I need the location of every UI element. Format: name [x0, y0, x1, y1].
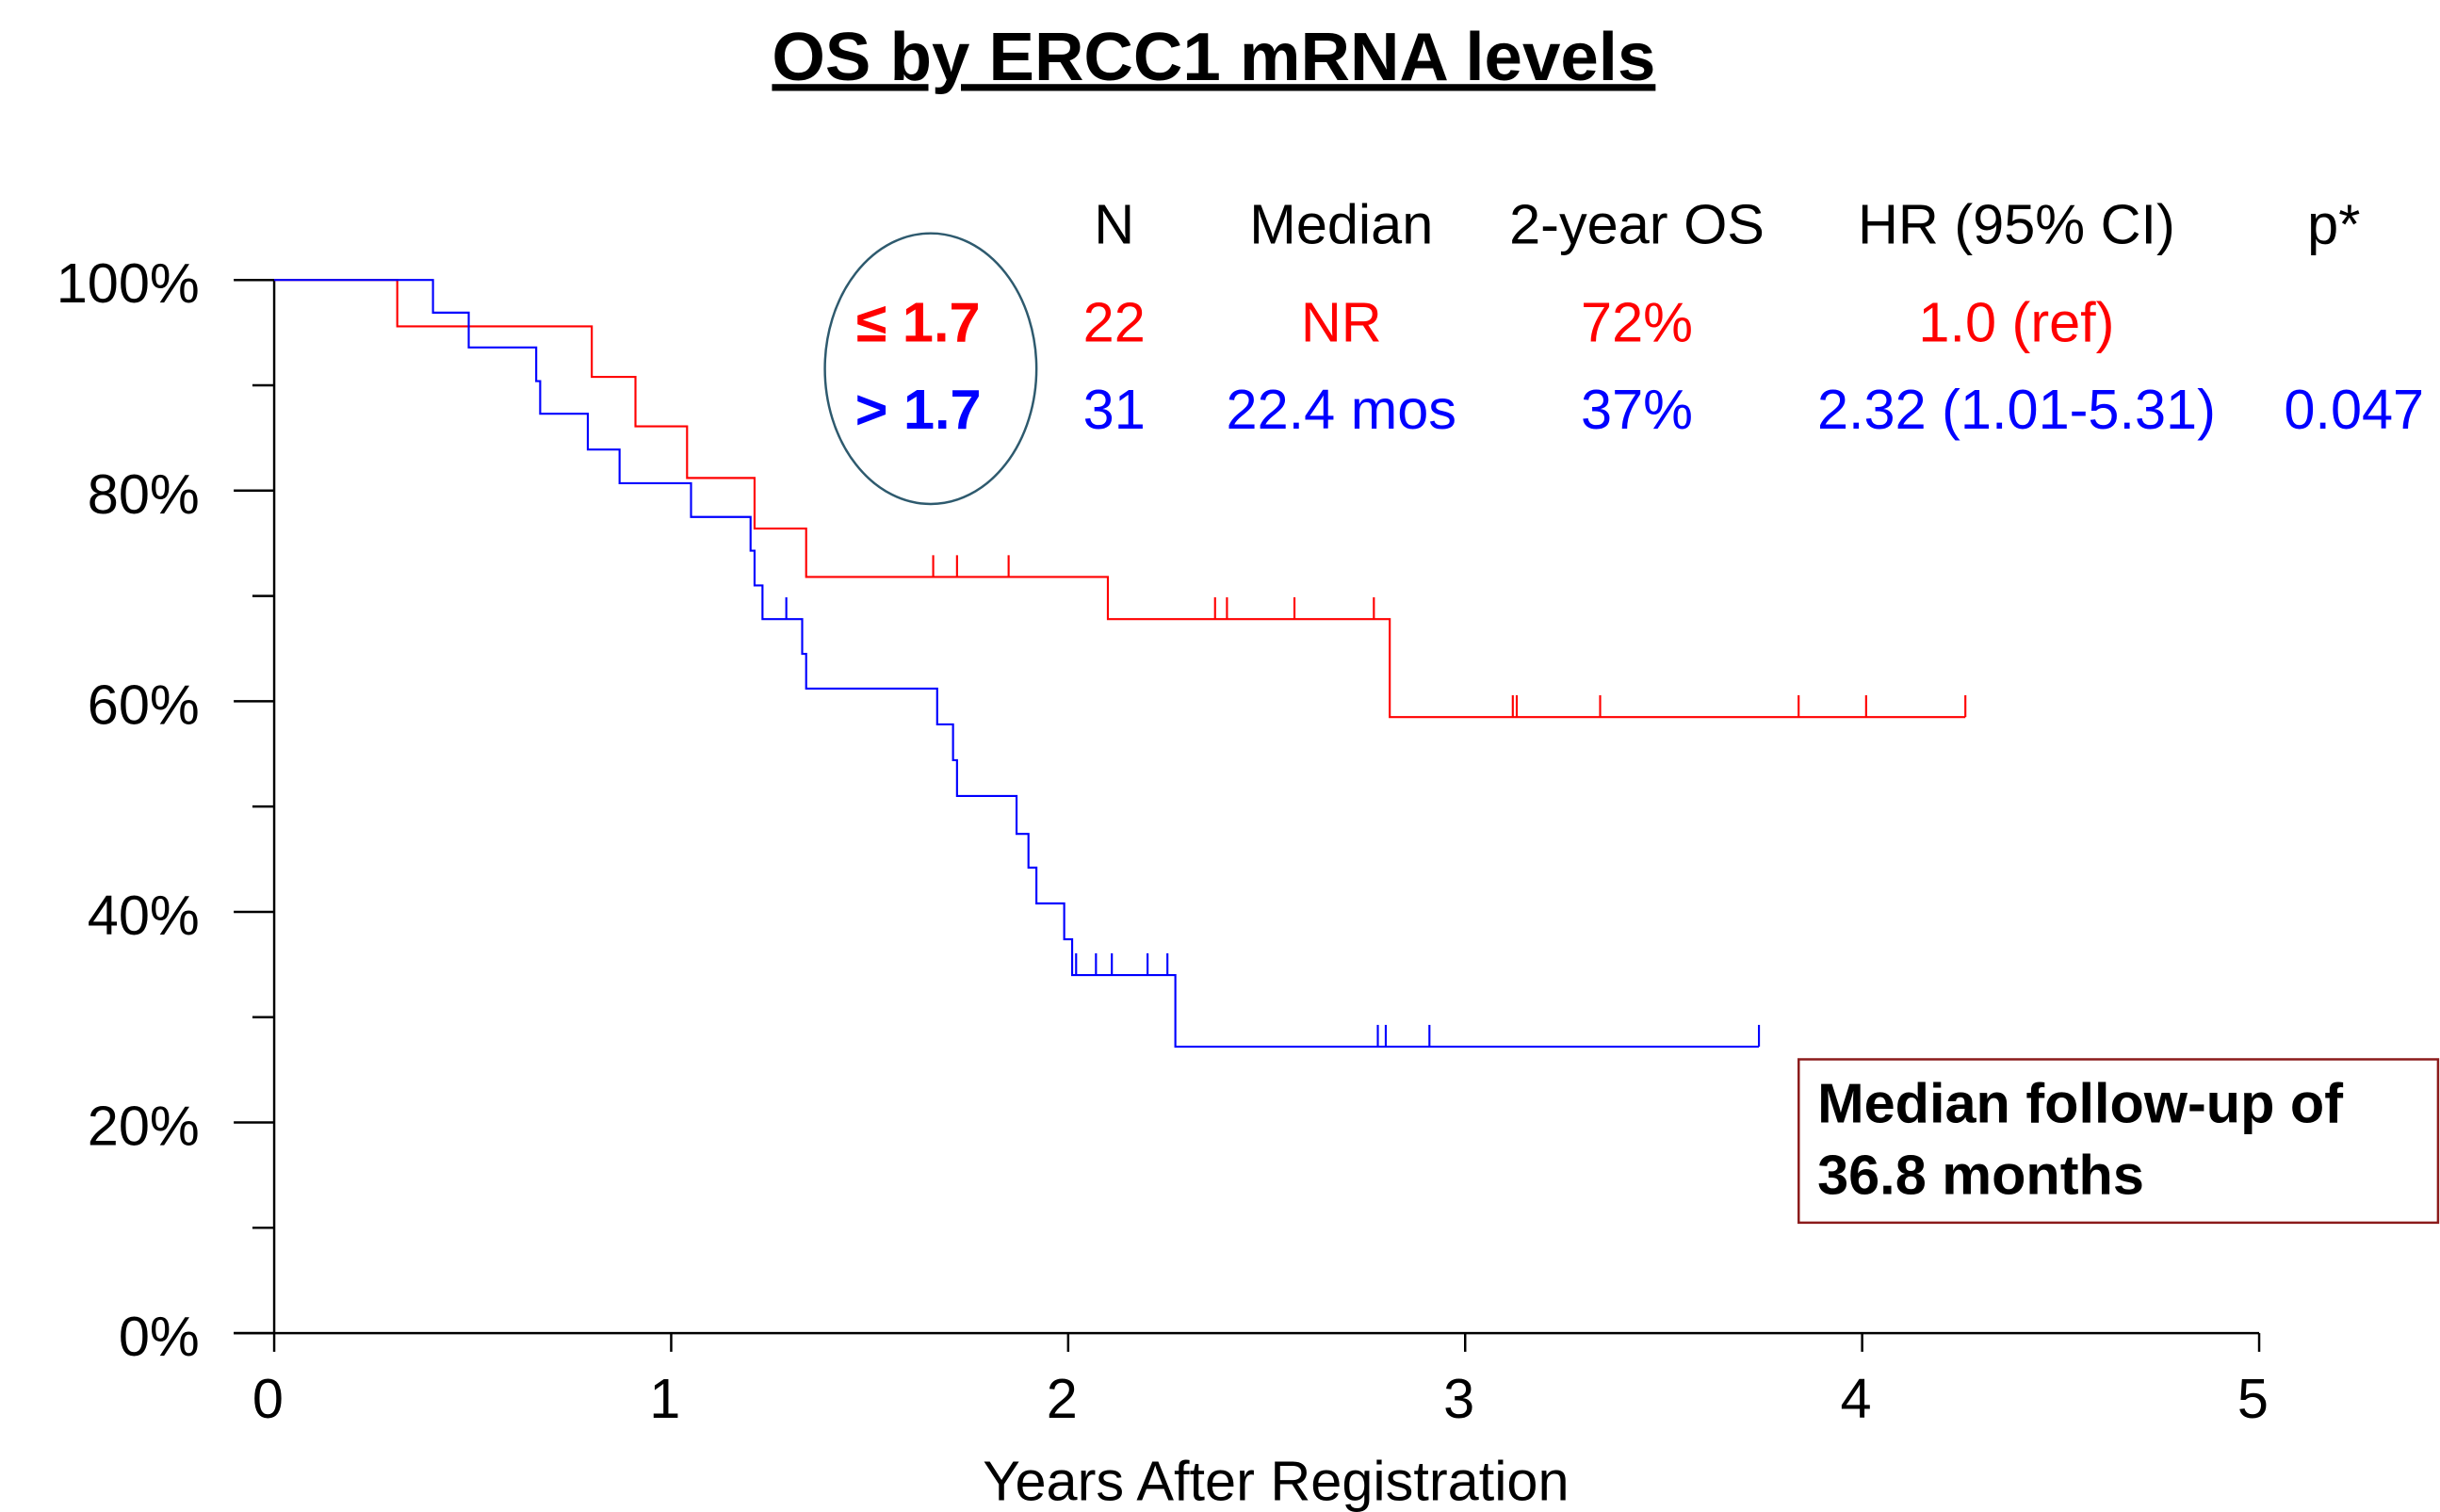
- table-cell: 22.4 mos: [1227, 378, 1456, 441]
- group-ellipse: [823, 232, 1038, 506]
- y-tick-label: 40%: [88, 884, 200, 947]
- survival-curve: [274, 279, 1966, 719]
- legend-label: > 1.7: [855, 378, 982, 441]
- table-cell: 72%: [1581, 290, 1693, 353]
- table-cell: 37%: [1581, 378, 1693, 441]
- y-tick-label: 100%: [57, 252, 200, 315]
- table-header: Median: [1249, 192, 1433, 255]
- chart-title: OS by ERCC1 mRNA levels: [772, 19, 1655, 95]
- annotation-box: [1797, 1058, 2440, 1225]
- x-tick-label: 0: [252, 1367, 284, 1430]
- table-header: HR (95% CI): [1858, 192, 2175, 255]
- table-cell: 22: [1083, 290, 1146, 353]
- legend-label: ≤ 1.7: [856, 290, 981, 353]
- table-cell: 2.32 (1.01-5.31): [1817, 378, 2216, 441]
- y-tick-label: 20%: [88, 1094, 200, 1157]
- x-tick-label: 3: [1443, 1367, 1474, 1430]
- x-tick-label: 5: [2237, 1367, 2269, 1430]
- x-tick-label: 4: [1840, 1367, 1871, 1430]
- y-tick-label: 0%: [119, 1305, 200, 1368]
- survival-curve: [274, 279, 1760, 1049]
- annotation-text: 36.8 months: [1817, 1143, 2144, 1206]
- x-tick-label: 2: [1047, 1367, 1078, 1430]
- table-cell: NR: [1301, 290, 1382, 353]
- table-header: p*: [2307, 192, 2360, 255]
- table-header: N: [1094, 192, 1134, 255]
- y-tick-label: 80%: [88, 463, 200, 526]
- y-tick-label: 60%: [88, 673, 200, 736]
- table-cell: 1.0 (ref): [1918, 290, 2114, 353]
- table-cell: 0.047: [2284, 378, 2424, 441]
- x-axis-label: Years After Registration: [983, 1450, 1569, 1512]
- table-header: 2-year OS: [1509, 192, 1765, 255]
- table-cell: 31: [1083, 378, 1146, 441]
- annotation-text: Median follow-up of: [1817, 1071, 2343, 1134]
- x-tick-label: 1: [649, 1367, 680, 1430]
